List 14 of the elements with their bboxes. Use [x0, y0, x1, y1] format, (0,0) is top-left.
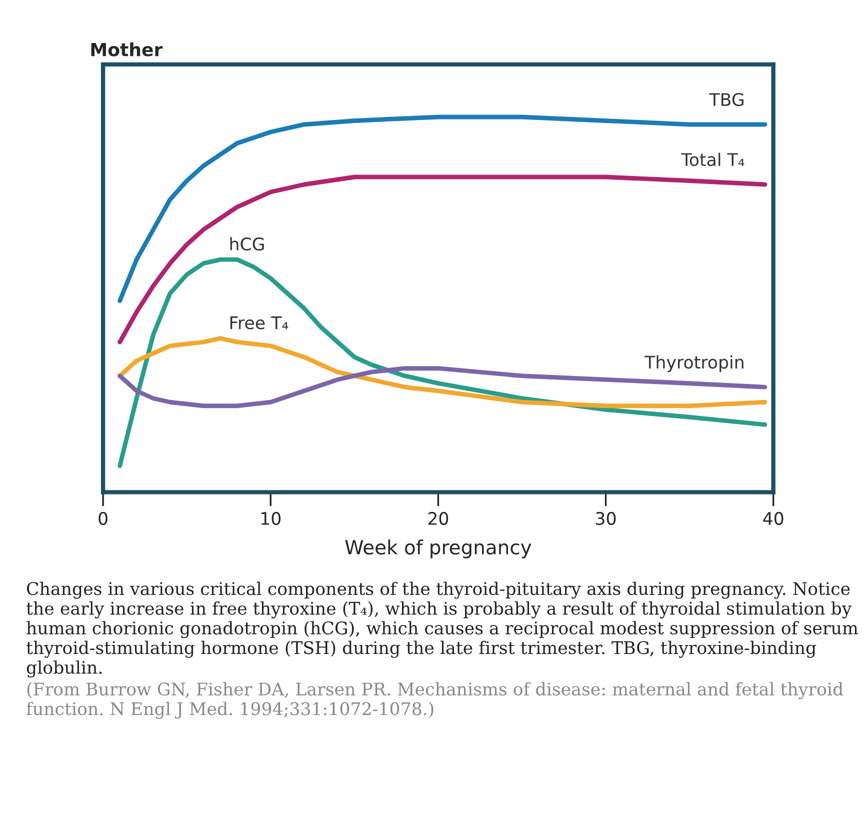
series-label: Total T₄	[681, 152, 744, 166]
x-tick-label: 30	[596, 512, 616, 526]
x-tick-label: 20	[428, 512, 448, 526]
x-tick-label: 40	[763, 512, 784, 526]
x-tick-label: 0	[98, 512, 108, 526]
series-label: Thyrotropin	[644, 355, 744, 372]
chart-title: Mother	[91, 42, 163, 56]
series-label: TBG	[709, 92, 744, 106]
series-label: Free T₄	[230, 316, 288, 330]
text: (From Burrow GN, Fisher DA, Larsen PR. Mechanisms of disease: maternal and fetal thyroid function. N Engl J Med. 1994;331:1072-1078.)	[26, 682, 844, 719]
series-label: hCG	[230, 237, 264, 251]
text: Changes in various critical components of the thyroid-pituitary axis during pregnancy. Notice the early increase in free thyroxine (T₄), which is probably a result of thyroidal stimulation by human chorionic gonadotropin (hCG), which causes a reciprocal modest suppression of serum thyroid-stimulating hormone (TSH) during the late first trimester. TBG, thyroxine-binding globulin.	[26, 582, 858, 678]
x-tick-label: 10	[261, 512, 281, 526]
x-axis-title: Week of pregnancy	[345, 540, 532, 558]
